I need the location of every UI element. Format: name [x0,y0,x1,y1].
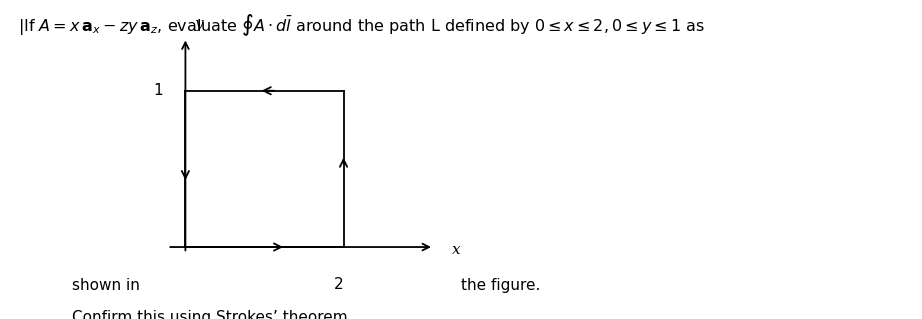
Text: y: y [195,17,203,31]
Text: $|$If $A = x\,\mathbf{a}_x - zy\,\mathbf{a}_z$, evaluate $\oint A \cdot d\bar{l}: $|$If $A = x\,\mathbf{a}_x - zy\,\mathbf… [18,12,705,38]
Text: 2: 2 [334,277,344,292]
Text: x: x [452,243,461,257]
Text: shown in: shown in [73,278,140,293]
Text: the figure.: the figure. [461,278,540,293]
Text: 1: 1 [153,83,163,98]
Text: Confirm this using Strokes’ theorem.: Confirm this using Strokes’ theorem. [73,309,353,319]
